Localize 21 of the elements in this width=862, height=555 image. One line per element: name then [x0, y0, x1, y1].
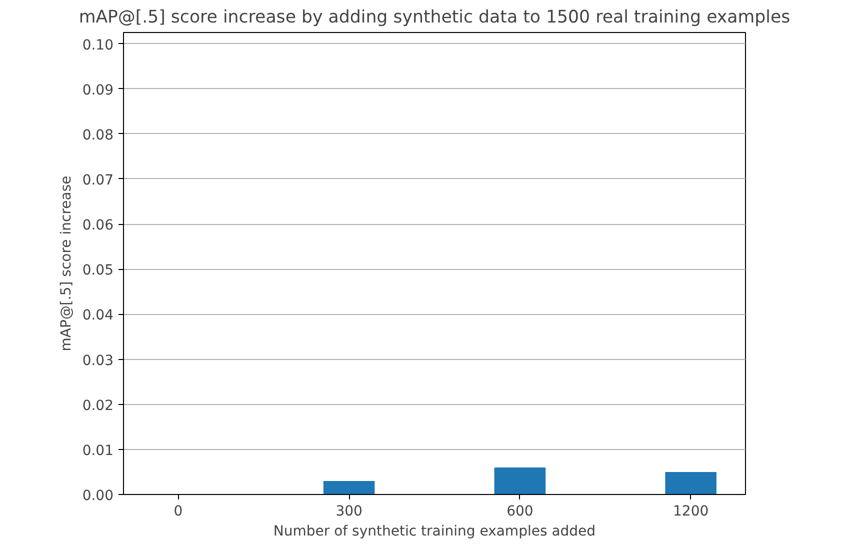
y-tick-label: 0.01 [82, 442, 114, 459]
y-tick-label: 0.10 [82, 37, 114, 54]
x-tick-label: 300 [336, 504, 362, 520]
y-tick-label: 0.04 [82, 308, 114, 324]
x-tick-label: 600 [506, 504, 534, 520]
chart-title: mAP@[.5] score increase by adding synthetic data to 1500 real training examples [78, 8, 790, 28]
bar [323, 480, 375, 494]
bar [665, 472, 716, 494]
bar [494, 467, 546, 494]
x-axis-title: Number of synthetic training examples added [273, 524, 596, 540]
x-tick-label: 1200 [673, 504, 709, 520]
y-tick-label: 0.05 [82, 262, 114, 279]
y-tick-label: 0.08 [82, 127, 114, 144]
y-axis-title: mAP@[.5] score increase [58, 176, 74, 352]
y-tick-label: 0.03 [82, 352, 114, 369]
y-tick-label: 0.06 [82, 218, 114, 234]
y-tick-label: 0.02 [82, 398, 114, 414]
y-tick-label: 0.07 [82, 172, 114, 188]
y-tick-label: 0.00 [82, 488, 114, 504]
y-tick-label: 0.09 [82, 82, 114, 98]
x-tick-label: 0 [174, 504, 183, 520]
